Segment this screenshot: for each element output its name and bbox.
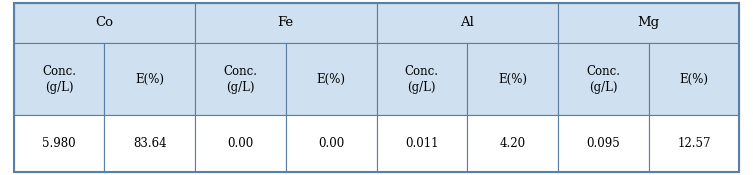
Text: 0.00: 0.00 — [227, 137, 254, 150]
Bar — [376, 115, 467, 172]
Bar — [558, 3, 739, 43]
Text: 4.20: 4.20 — [499, 137, 526, 150]
Text: Al: Al — [460, 16, 474, 29]
Bar — [195, 115, 286, 172]
Text: Conc.
(g/L): Conc. (g/L) — [224, 65, 258, 94]
Bar — [14, 115, 104, 172]
Text: 83.64: 83.64 — [133, 137, 166, 150]
Bar — [104, 115, 195, 172]
Bar — [14, 43, 104, 115]
Bar — [376, 43, 467, 115]
Text: E(%): E(%) — [498, 73, 527, 86]
Bar — [195, 43, 286, 115]
Bar — [286, 115, 376, 172]
Bar — [648, 115, 739, 172]
Bar — [286, 43, 376, 115]
Bar — [376, 3, 558, 43]
Bar — [195, 3, 376, 43]
Text: 0.00: 0.00 — [318, 137, 344, 150]
Text: Mg: Mg — [638, 16, 660, 29]
Bar — [104, 43, 195, 115]
Text: Conc.
(g/L): Conc. (g/L) — [42, 65, 76, 94]
Text: 5.980: 5.980 — [42, 137, 76, 150]
Text: 12.57: 12.57 — [678, 137, 711, 150]
Text: Conc.
(g/L): Conc. (g/L) — [587, 65, 620, 94]
Text: 0.011: 0.011 — [405, 137, 438, 150]
Text: Co: Co — [96, 16, 113, 29]
Bar — [467, 115, 558, 172]
Text: Fe: Fe — [278, 16, 294, 29]
Text: 0.095: 0.095 — [587, 137, 620, 150]
Text: E(%): E(%) — [316, 73, 346, 86]
Bar — [467, 43, 558, 115]
Bar — [558, 115, 648, 172]
Bar — [648, 43, 739, 115]
Text: E(%): E(%) — [679, 73, 709, 86]
Text: Conc.
(g/L): Conc. (g/L) — [405, 65, 439, 94]
Text: E(%): E(%) — [135, 73, 164, 86]
Bar — [558, 43, 648, 115]
Bar — [14, 3, 195, 43]
